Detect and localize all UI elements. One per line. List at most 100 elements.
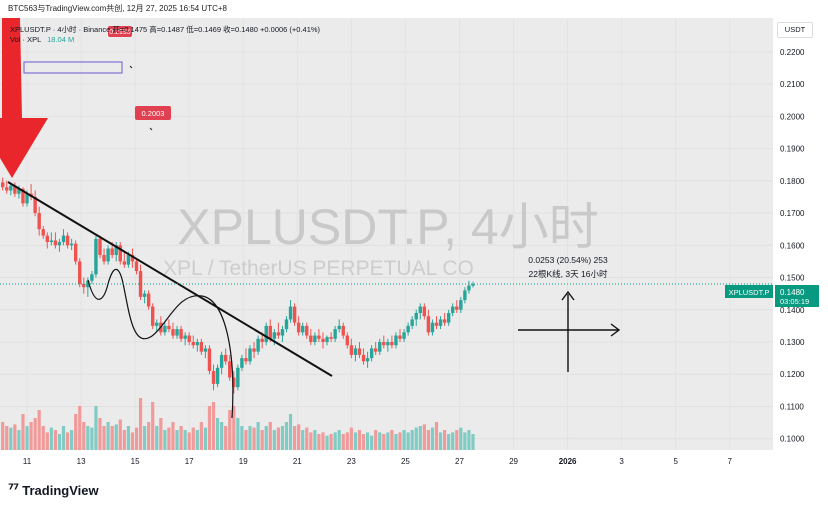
volume-bar	[394, 434, 398, 450]
volume-bar	[37, 410, 41, 450]
candle-body	[151, 306, 155, 326]
volume-bar	[74, 414, 78, 450]
candle-body	[276, 332, 281, 336]
alert-label-2-tick	[149, 127, 153, 131]
candle-body	[317, 335, 321, 339]
currency-button[interactable]: USDT	[777, 22, 813, 38]
time-scale[interactable]: 11 13 15 17 19 21 23 25 27 29 2026 3 5 7	[23, 457, 733, 466]
measure-label: 0.0253 (20.54%) 253 22根K线, 3天 16小时	[528, 255, 608, 279]
candle-body	[215, 367, 220, 384]
candle-body	[118, 245, 122, 262]
volume-bar	[53, 430, 58, 450]
volume-bar	[463, 432, 467, 450]
candle-body	[252, 348, 256, 352]
candle-body	[378, 342, 382, 352]
volume-bar	[179, 426, 183, 450]
volume-bar	[240, 426, 244, 450]
volume-bar	[41, 426, 45, 450]
volume-bar	[17, 430, 21, 450]
footer: ⁷⁷ TradingView	[0, 470, 828, 510]
volume-bar	[57, 434, 62, 450]
price-scale[interactable]: 0.1000 0.1100 0.1200 0.1300 0.1400 0.1500 0.16…	[780, 48, 805, 444]
candle-body	[418, 306, 422, 313]
alert-labels[interactable]: 0.2195 0.2003	[108, 26, 171, 131]
candle-body	[236, 367, 240, 388]
candle-body	[337, 325, 341, 330]
candle-body	[414, 312, 418, 320]
candle-body	[122, 261, 127, 265]
volume-bar	[248, 426, 252, 450]
candle-body	[102, 254, 106, 262]
candle-body	[471, 283, 475, 286]
volume-bar	[163, 430, 167, 450]
symbol-legend[interactable]: XPLUSDT.P · 4小时 · Binance 开=0.1475 高=0.1…	[10, 24, 320, 35]
candle-body	[365, 358, 370, 362]
candle-body	[207, 348, 212, 372]
candle-body	[305, 325, 309, 336]
candle-body	[228, 361, 232, 378]
candle-body	[57, 242, 62, 246]
volume-bar	[349, 427, 353, 450]
volume-bar	[402, 430, 406, 450]
alert-label-1-box[interactable]	[108, 26, 132, 37]
price-chart[interactable]: XPLUSDT.P, 4小时 XPL / TetherUS PERPETUAL …	[0, 18, 828, 470]
volume-bar	[317, 434, 321, 450]
volume-bar	[232, 406, 236, 450]
y-tick-label: 0.1000	[780, 435, 805, 444]
tradingview-logo[interactable]: ⁷⁷ TradingView	[8, 482, 99, 498]
watermark-main: XPLUSDT.P, 4小时	[177, 199, 598, 255]
measure-line-2: 22根K线, 3天 16小时	[529, 269, 608, 279]
volume-bar	[90, 427, 94, 450]
chart-area[interactable]: XPLUSDT.P, 4小时 XPL / TetherUS PERPETUAL …	[0, 18, 828, 470]
volume-bar	[353, 432, 358, 450]
candle-body	[98, 238, 102, 255]
share-header: BTC563与TradingView.com共创, 12月 27, 2025 1…	[0, 0, 828, 18]
volume-legend[interactable]: Vol · XPL 18.04 M	[10, 35, 74, 44]
volume-bar	[357, 430, 362, 450]
candle-body	[219, 354, 224, 368]
candle-body	[434, 322, 439, 326]
candle-body	[463, 290, 467, 301]
candle-body	[430, 322, 435, 333]
volume-bar	[260, 430, 264, 450]
measure-arrow-right	[610, 323, 621, 337]
volume-bar	[398, 432, 402, 450]
volume-label: Vol · XPL	[10, 35, 41, 44]
volume-bar	[45, 432, 49, 450]
volume-bar	[61, 426, 66, 450]
alert-label-2: 0.2003	[142, 109, 165, 118]
volume-bar	[236, 418, 240, 450]
volume-bar	[207, 406, 212, 450]
candle-body	[240, 358, 244, 368]
gridlines	[0, 18, 773, 450]
candle-body	[134, 261, 139, 272]
x-tick-label: 21	[293, 457, 302, 466]
measure-arrow-up	[561, 290, 575, 301]
x-tick-label: 29	[509, 457, 518, 466]
candle-body	[244, 358, 248, 362]
candle-body	[272, 332, 277, 339]
red-arrow	[0, 18, 48, 178]
price-badge-countdown: 03:05:19	[780, 297, 809, 306]
price-badge: XPLUSDT.P 0.1480 03:05:19	[725, 285, 819, 307]
candle-body	[138, 271, 143, 297]
symbol-ohlc-line: XPLUSDT.P · 4小时 · Binance 开=0.1475 高=0.1…	[10, 25, 321, 34]
volume-bar	[94, 406, 98, 450]
volume-bar	[414, 427, 418, 450]
candle-body	[321, 338, 325, 342]
candle-body	[394, 335, 398, 346]
price-badge-value: 0.1480	[780, 288, 805, 297]
volume-bar	[118, 419, 122, 450]
alert-label-2-box[interactable]	[135, 106, 171, 120]
volume-bar	[220, 422, 224, 450]
candle-body	[406, 325, 410, 333]
candle-body	[163, 325, 167, 333]
candle-body	[369, 348, 374, 359]
candle-body	[280, 329, 285, 336]
alert-label-1: 0.2195	[109, 29, 131, 36]
time-scale-background	[0, 450, 773, 470]
candle-body	[223, 354, 228, 362]
candle-body	[211, 371, 216, 384]
volume-bar	[65, 432, 70, 450]
volume-bar	[406, 432, 410, 450]
